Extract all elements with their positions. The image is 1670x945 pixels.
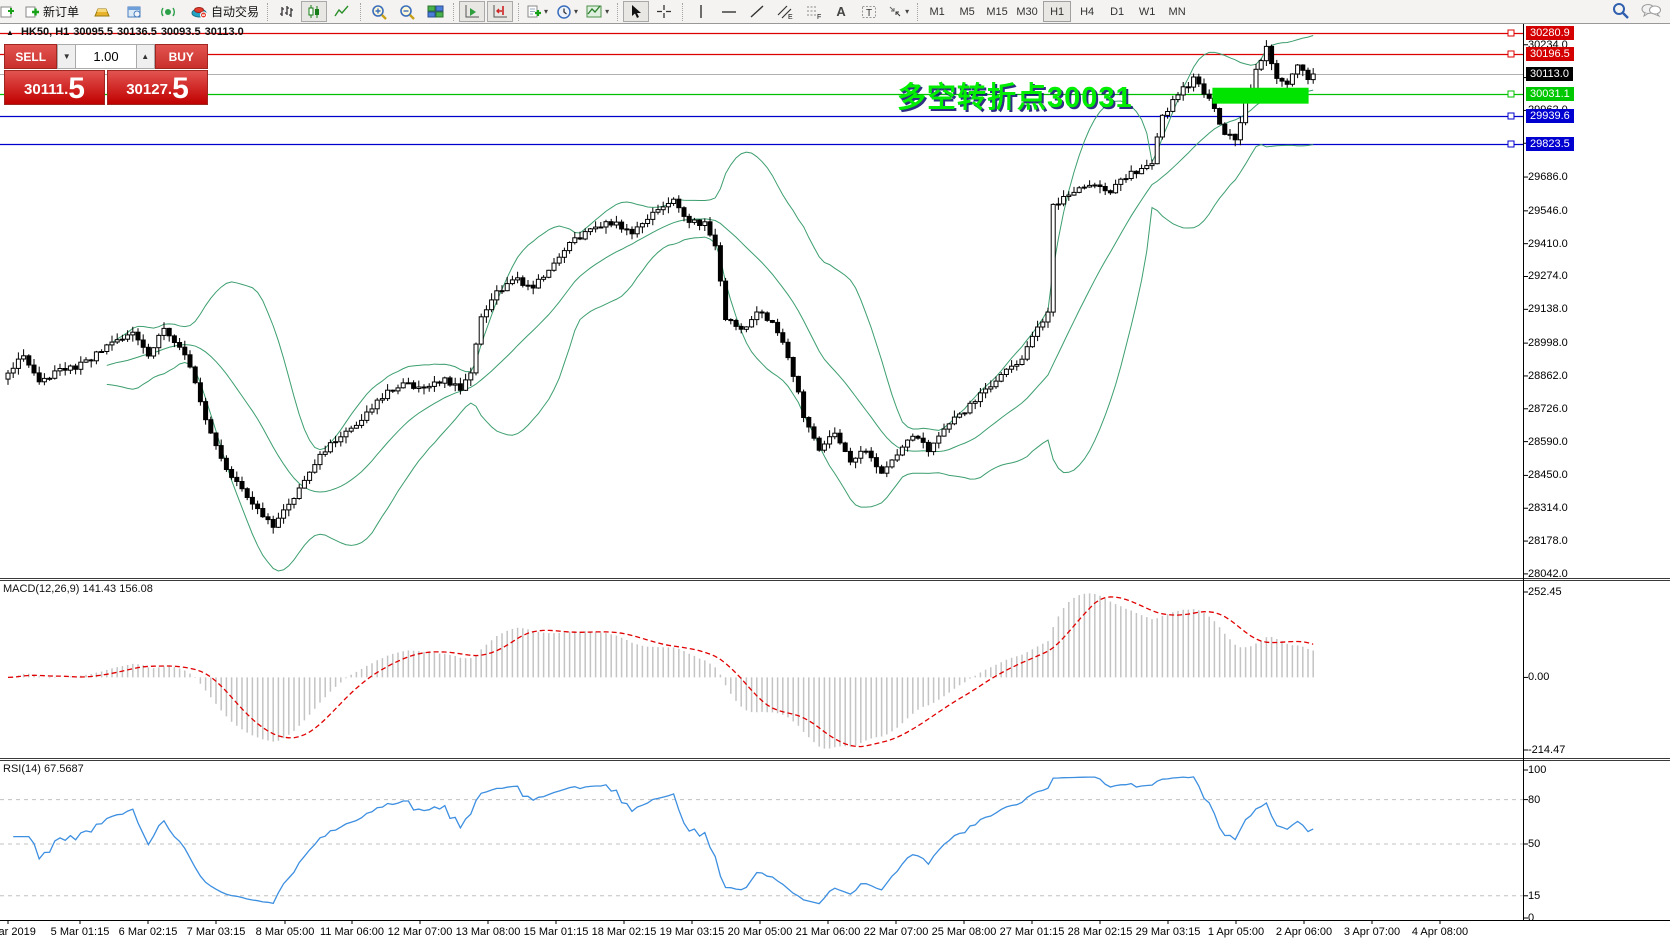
separator: [360, 2, 362, 21]
arrows-icon: [887, 4, 903, 19]
separator: [267, 2, 269, 21]
signal-icon: [160, 4, 176, 19]
cursor-tool-button[interactable]: [623, 1, 650, 22]
sell-price-box[interactable]: 30111. 5: [4, 70, 105, 105]
timeframe-m30[interactable]: M30: [1016, 5, 1038, 18]
templates-button[interactable]: ▾: [583, 1, 612, 22]
text-label-tool-button[interactable]: T: [856, 1, 882, 22]
fibonacci-tool-button[interactable]: F: [800, 1, 826, 22]
auto-trading-button[interactable]: 自动交易: [188, 1, 262, 22]
timeframe-m5[interactable]: M5: [959, 5, 975, 18]
arrows-tool-button[interactable]: ▾: [884, 1, 912, 22]
window-icon: [127, 5, 143, 19]
vertical-line-tool-button[interactable]: [688, 1, 714, 22]
separator: [917, 2, 919, 21]
bar-chart-icon: [278, 4, 294, 19]
svg-text:T: T: [866, 8, 872, 19]
sell-price: 30111.: [24, 81, 69, 98]
chart-shift-button[interactable]: [487, 1, 514, 22]
text-tool-button[interactable]: A: [828, 1, 854, 22]
separator: [682, 2, 684, 21]
buy-price-frac: 5: [172, 72, 189, 105]
text-tool-label: A: [836, 4, 846, 19]
crosshair-tool-button[interactable]: [651, 1, 677, 22]
separator: [453, 2, 455, 21]
volume-down-button[interactable]: ▼: [57, 44, 76, 69]
timeframe-d1[interactable]: D1: [1110, 5, 1125, 18]
main-toolbar: 新订单 自动交易: [0, 0, 1670, 24]
tile-windows-icon: [427, 4, 444, 19]
cursor-icon: [629, 4, 643, 19]
template-icon: [586, 4, 603, 19]
dropdown-arrow-icon: ▾: [605, 7, 610, 16]
new-order-icon: [25, 4, 40, 19]
trendline-tool-button[interactable]: [744, 1, 770, 22]
vertical-line-icon: [695, 4, 707, 19]
candlestick-icon: [306, 4, 322, 19]
trendline-icon: [749, 4, 765, 19]
volume-up-button[interactable]: ▲: [136, 44, 155, 69]
buy-price-box[interactable]: 30127. 5: [107, 70, 208, 105]
sell-button[interactable]: SELL: [4, 44, 58, 69]
timeframe-m15[interactable]: M15: [986, 5, 1008, 18]
line-chart-icon: [334, 4, 350, 19]
new-chart-button[interactable]: [0, 1, 20, 22]
timeframe-h4[interactable]: H4: [1080, 5, 1095, 18]
zoom-in-icon: [371, 4, 388, 20]
one-click-trading-panel: SELL ▼ ▲ BUY 30111.5 30127.5: [4, 44, 208, 105]
dropdown-arrow-icon: ▾: [574, 7, 579, 16]
buy-price: 30127.: [126, 81, 173, 98]
horizontal-line-icon: [721, 4, 737, 19]
line-chart-mode-button[interactable]: [329, 1, 355, 22]
timeframe-switcher: M1 M5 M15 M30 H1 H4 D1 W1 MN: [922, 1, 1192, 22]
timeframe-w1[interactable]: W1: [1138, 5, 1156, 18]
signals-button[interactable]: [155, 1, 181, 22]
indicators-button[interactable]: ▾: [524, 1, 551, 22]
zoom-out-button[interactable]: [394, 1, 420, 22]
indicators-list-icon: [527, 4, 542, 19]
clock-icon: [556, 4, 572, 20]
sell-price-frac: 5: [68, 72, 85, 105]
dropdown-arrow-icon: ▾: [905, 7, 910, 16]
separator: [617, 2, 619, 21]
buy-button[interactable]: BUY: [154, 44, 208, 69]
horizontal-line-tool-button[interactable]: [716, 1, 742, 22]
data-window-button[interactable]: [122, 1, 148, 22]
new-chart-icon: [0, 5, 14, 19]
separator: [518, 2, 520, 21]
svg-text:F: F: [817, 14, 821, 20]
auto-trading-label: 自动交易: [211, 5, 260, 19]
equidistant-channel-tool-button[interactable]: E: [772, 1, 798, 22]
market-watch-button[interactable]: [89, 1, 115, 22]
chat-icon[interactable]: [1640, 2, 1662, 19]
timeframe-h1[interactable]: H1: [1043, 1, 1072, 22]
tile-windows-button[interactable]: [422, 1, 448, 22]
fibonacci-icon: F: [805, 4, 822, 20]
periods-button[interactable]: ▾: [553, 1, 581, 22]
new-order-label: 新订单: [43, 5, 80, 19]
chart-shift-icon: [492, 4, 509, 19]
text-label-icon: T: [861, 4, 878, 20]
timeframe-mn[interactable]: MN: [1168, 5, 1186, 18]
crosshair-icon: [656, 4, 672, 19]
channel-icon: E: [777, 4, 794, 20]
auto-trading-icon: [191, 4, 208, 19]
svg-text:E: E: [788, 14, 793, 20]
auto-scroll-button[interactable]: [459, 1, 486, 22]
dropdown-arrow-icon: ▾: [544, 7, 549, 16]
zoom-out-icon: [399, 4, 416, 20]
timeframe-m1[interactable]: M1: [929, 5, 945, 18]
gold-icon: [93, 5, 111, 19]
search-icon[interactable]: [1612, 2, 1630, 19]
volume-input[interactable]: [76, 44, 136, 69]
candlestick-mode-button[interactable]: [301, 1, 328, 22]
auto-scroll-icon: [464, 4, 481, 19]
zoom-in-button[interactable]: [366, 1, 392, 22]
bar-chart-mode-button[interactable]: [273, 1, 299, 22]
new-order-button[interactable]: 新订单: [22, 1, 82, 22]
